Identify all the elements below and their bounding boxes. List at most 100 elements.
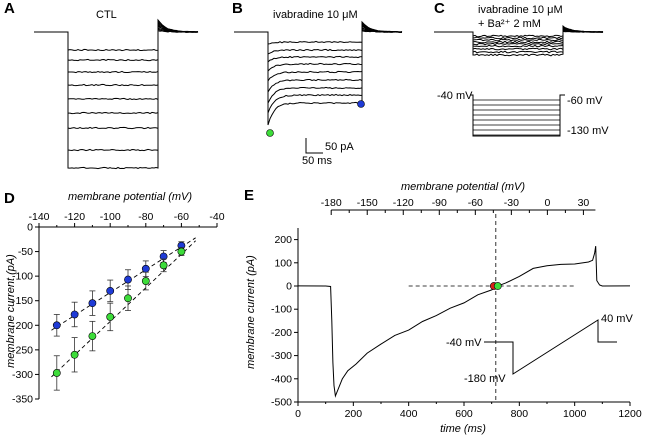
d-y-tick-label: -300 [12,369,33,381]
d-y-tick-label: -50 [18,246,33,258]
chart-e: 0 200 400 600 800 1000 12002001000-100-200-300… [271,197,642,420]
protocol-holding-label: -40 mV [437,90,473,102]
d-x-tick-label: -40 [209,211,224,223]
panel-c-label-line2: + Ba²⁺ 2 mM [478,18,541,30]
current-trace [434,26,603,56]
voltage-protocol-e [484,320,617,374]
e-x-tick-label: 1200 [618,408,642,420]
e-y-tick-label: -500 [271,397,292,409]
protocol-top-step-label: -60 mV [567,95,603,107]
current-trace [234,22,402,125]
panel-c-label-line1: ivabradine 10 μM [478,4,563,16]
current-trace [234,31,402,44]
e-y-axis-title: membrane current (pA) [245,255,257,369]
traces-b [234,22,402,125]
d-point-green [107,313,114,320]
e-y-tick-label: 100 [274,257,292,269]
e-x-tick-label: 600 [455,408,473,420]
current-trace [34,20,198,169]
ramp-holding-label: -40 mV [446,337,482,349]
figure: A CTL B ivabradine 10 μM 50 pA 50 ms C i… [0,0,646,437]
d-point-blue [53,322,60,329]
chart-d: -140 -120 -100 -80 -60 -40 0 -50 -100 -150 -200 -25… [12,211,225,406]
d-x-tick-label: -100 [100,211,121,223]
d-x-tick-label: -60 [174,211,189,223]
d-point-blue [89,300,96,307]
d-x-tick-label: -80 [138,211,153,223]
e-top-tick-label: -180 [321,197,342,209]
e-x-tick-label: 200 [345,408,363,420]
current-trace [34,21,198,150]
d-x-axis-title: membrane potential (mV) [68,191,192,203]
voltage-protocol-c [470,95,565,136]
d-point-blue [71,311,78,318]
scale-time-label: 50 ms [302,155,332,167]
e-y-tick-label: -200 [271,327,292,339]
e-x-tick-label: 0 [295,408,301,420]
current-trace [34,24,198,114]
panel-c: C ivabradine 10 μM + Ba²⁺ 2 mM -40 mV -6… [434,0,609,137]
panel-letter-d: D [4,190,15,207]
e-top-tick-label: 0 [544,197,550,209]
e-top-tick-label: -120 [393,197,414,209]
d-y-tick-label: -150 [12,295,33,307]
current-trace [34,25,198,99]
d-y-tick-label: 0 [27,222,33,234]
current-trace [34,29,198,60]
current-trace [234,26,402,81]
e-top-tick-label: -60 [468,197,483,209]
e-y-tick-label: -300 [271,350,292,362]
e-x-tick-label: 1000 [563,408,587,420]
d-point-green [142,277,149,284]
marker-green-b [267,130,274,137]
ramp-end-label: 40 mV [601,313,633,325]
e-x-axis-title: time (ms) [440,423,486,435]
e-y-tick-label: 200 [274,234,292,246]
scale-current-label: 50 pA [325,141,354,153]
d-point-green [178,248,185,255]
panel-letter-c: C [434,0,445,17]
e-top-tick-label: -90 [432,197,447,209]
e-y-tick-label: -100 [271,304,292,316]
scale-bar [306,138,323,153]
d-y-tick-label: -250 [12,344,33,356]
traces-a [34,20,198,169]
panel-a: A CTL [4,0,198,169]
d-point-green [53,369,60,376]
traces-c [434,26,603,56]
d-point-green [160,262,167,269]
e-top-axis-title: membrane potential (mV) [401,181,525,193]
d-point-green [124,295,131,302]
panel-b-label: ivabradine 10 μM [273,9,358,21]
current-trace [234,25,402,92]
e-marker-green [494,282,501,289]
panel-b: B ivabradine 10 μM 50 pA 50 ms [232,0,402,167]
e-top-tick-label: -150 [357,197,378,209]
d-point-blue [107,287,114,294]
d-y-tick-label: -100 [12,271,33,283]
panel-a-label: CTL [96,9,117,21]
d-y-tick-label: -200 [12,320,33,332]
e-x-tick-label: 800 [511,408,529,420]
e-y-tick-label: -400 [271,373,292,385]
current-trace [34,31,198,51]
e-top-tick-label: 30 [578,197,590,209]
marker-blue-b [358,101,365,108]
d-x-tick-label: -120 [64,211,85,223]
d-point-green [89,332,96,339]
e-top-tick-label: -30 [504,197,519,209]
e-x-tick-label: 400 [400,408,418,420]
panel-e: E membrane potential (mV) time (ms) memb… [244,181,642,435]
panel-letter-e: E [244,187,254,204]
ramp-start-label: -180 mV [464,373,506,385]
panel-letter-a: A [4,0,15,17]
protocol-bottom-step-label: -130 mV [567,125,609,137]
current-trace [234,23,402,113]
d-point-green [71,351,78,358]
panel-d: D membrane potential (mV) membrane curre… [4,190,225,406]
d-point-blue [124,276,131,283]
ramp-protocol-line [484,320,617,374]
current-trace [234,29,402,62]
e-y-tick-label: 0 [286,281,292,293]
d-point-blue [142,265,149,272]
